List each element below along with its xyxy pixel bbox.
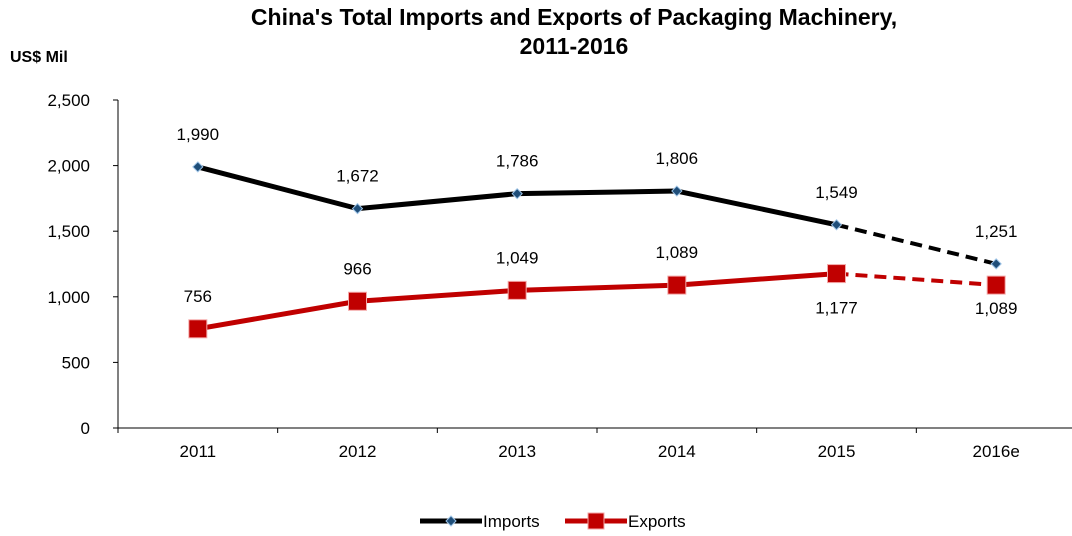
x-tick-label: 2011 [180,442,217,461]
exports-estimate-line [836,271,997,288]
exports-point [188,319,208,339]
legend-imports-marker [445,515,457,527]
imports-data-label: 1,786 [496,152,539,171]
y-axis-unit-label: US$ Mil [10,49,68,66]
legend-exports-marker [587,512,605,530]
imports-data-label: 1,806 [656,149,699,168]
imports-point [511,187,523,200]
imports-point [830,219,843,231]
legend-exports-label: Exports [628,512,686,531]
exports-data-label: 1,049 [496,248,539,267]
imports-data-label: 1,251 [975,222,1018,241]
exports-point [986,275,1006,295]
legend-imports-label: Imports [483,512,540,531]
exports-point [348,291,367,311]
y-tick-label: 2,000 [47,157,90,176]
series-layer [188,161,1006,339]
exports-data-label: 966 [343,259,371,278]
x-tick-label: 2015 [818,442,856,461]
exports-data-label: 1,177 [815,299,858,318]
imports-data-label: 1,672 [336,167,379,186]
imports-point [990,258,1002,270]
exports-point [667,275,687,295]
exports-data-label: 1,089 [656,243,699,262]
y-tick-label: 1,500 [47,222,90,241]
imports-data-label: 1,549 [815,183,858,202]
axes: 0 500 1,000 1,500 2,000 2,500 2011 2012 2013 2014… [47,91,1072,461]
exports-data-label: 1,089 [975,299,1018,318]
data-labels-layer: 1,990 1,672 1,786 1,806 1,549 1,251 756 966 1,04… [177,125,1018,318]
x-tick-label: 2013 [498,442,536,461]
exports-data-label: 756 [184,287,212,306]
imports-data-label: 1,990 [177,125,220,144]
y-tick-label: 2,500 [47,91,90,110]
imports-point [671,185,683,197]
imports-point [351,202,364,215]
imports-point [192,161,204,173]
x-tick-label: 2012 [339,442,377,461]
imports-estimate-line [836,222,997,266]
y-tick-label: 500 [62,353,90,372]
exports-point [507,280,527,300]
chart-subtitle: 2011-2016 [520,33,629,59]
y-tick-label: 0 [81,419,90,438]
legend: Imports Exports [420,512,686,531]
exports-point [827,264,846,284]
x-tick-label: 2016e [973,442,1020,461]
chart-title: China's Total Imports and Exports of Pac… [251,4,897,30]
y-tick-label: 1,000 [47,288,90,307]
x-tick-label: 2014 [658,442,696,461]
